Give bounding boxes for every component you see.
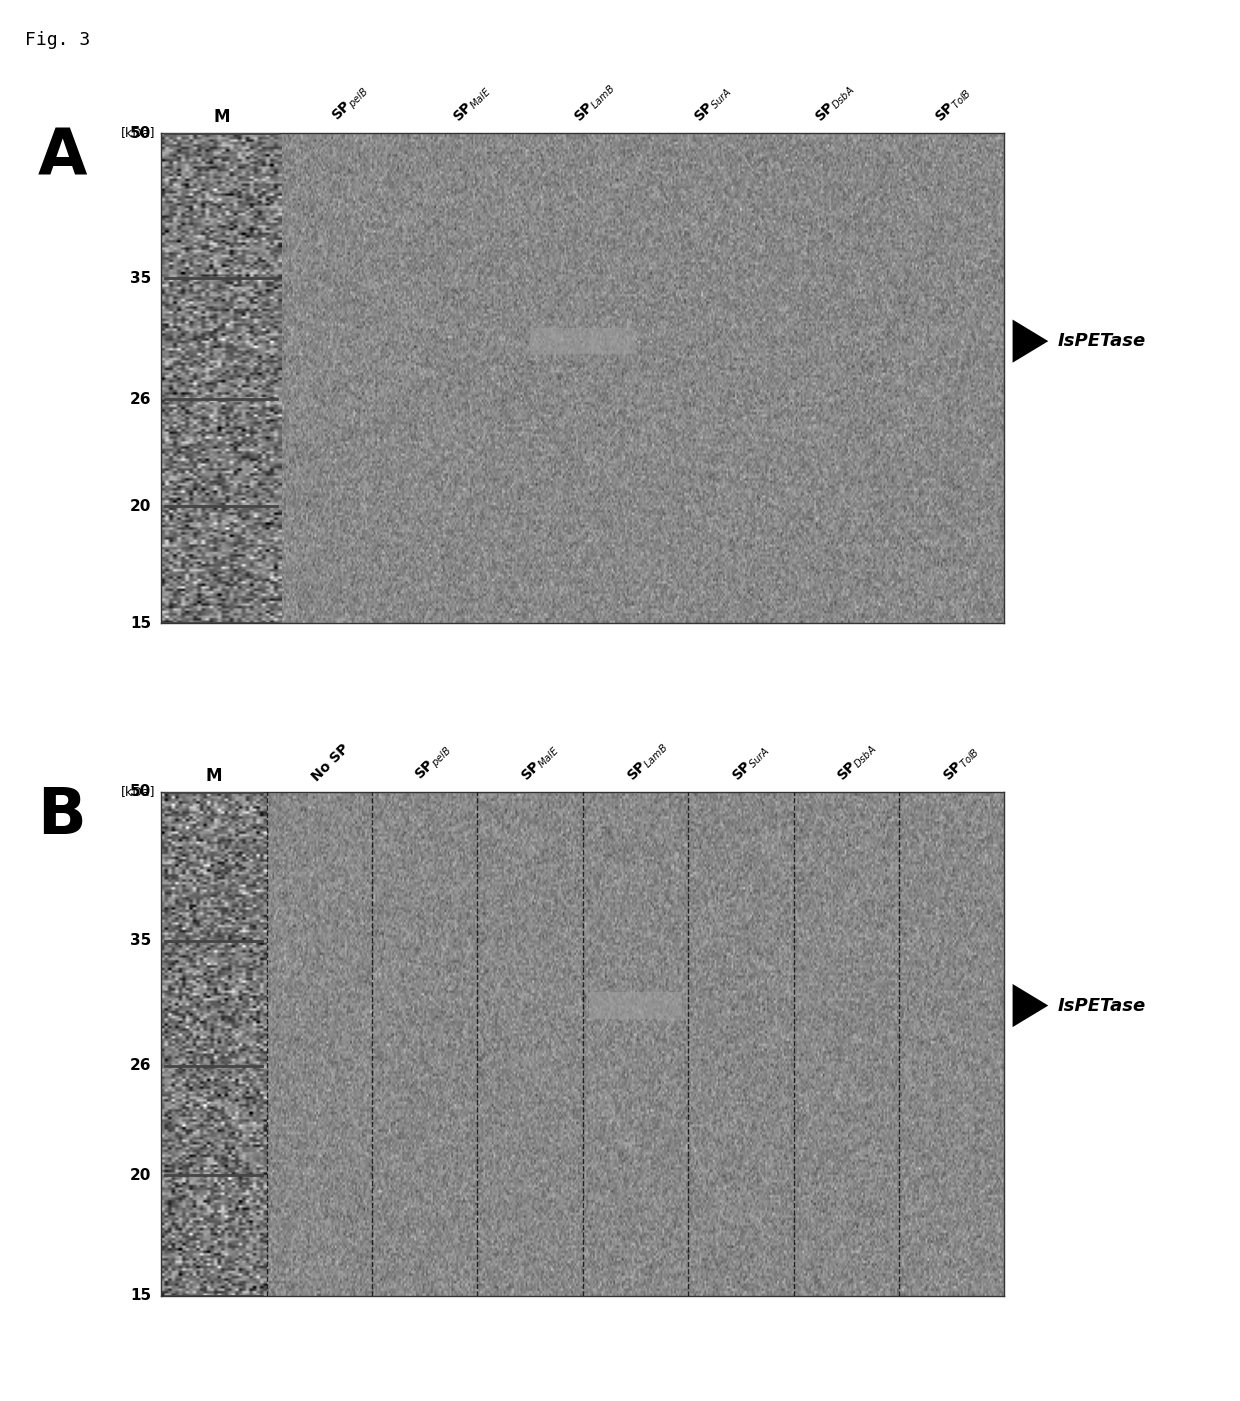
Polygon shape	[1013, 984, 1048, 1027]
Text: SP$_{SurA}$: SP$_{SurA}$	[692, 83, 735, 126]
Text: A: A	[37, 126, 87, 188]
Text: SP$_{MalE}$: SP$_{MalE}$	[518, 741, 562, 785]
Text: 15: 15	[130, 1289, 151, 1303]
Text: SP$_{SurA}$: SP$_{SurA}$	[729, 741, 773, 785]
Text: IsPETase: IsPETase	[1058, 996, 1146, 1014]
FancyBboxPatch shape	[589, 992, 682, 1019]
Text: M: M	[213, 108, 229, 126]
Text: SP$_{DsbA}$: SP$_{DsbA}$	[835, 740, 879, 785]
Text: 35: 35	[130, 933, 151, 948]
Text: SP$_{DsbA}$: SP$_{DsbA}$	[812, 81, 857, 126]
Text: SP$_{LamB}$: SP$_{LamB}$	[572, 80, 618, 126]
Text: SP$_{pelB}$: SP$_{pelB}$	[329, 83, 372, 126]
Text: No SP: No SP	[310, 743, 352, 785]
Text: M: M	[206, 766, 222, 785]
Text: SP$_{MalE}$: SP$_{MalE}$	[451, 83, 495, 126]
Text: SP$_{TolB}$: SP$_{TolB}$	[932, 84, 975, 126]
Polygon shape	[1013, 319, 1048, 363]
Text: B: B	[37, 785, 86, 846]
Text: IsPETase: IsPETase	[1058, 332, 1146, 350]
Text: 26: 26	[130, 1058, 151, 1073]
Text: 50: 50	[130, 785, 151, 799]
Text: 20: 20	[130, 499, 151, 514]
Text: 35: 35	[130, 270, 151, 286]
Text: 26: 26	[130, 392, 151, 406]
FancyBboxPatch shape	[529, 328, 636, 354]
Text: 15: 15	[130, 616, 151, 630]
Text: [kDa]: [kDa]	[120, 126, 155, 139]
Text: SP$_{pelB}$: SP$_{pelB}$	[412, 741, 455, 785]
Text: SP$_{TolB}$: SP$_{TolB}$	[940, 743, 982, 785]
Text: Fig. 3: Fig. 3	[25, 31, 91, 49]
Text: [kDa]: [kDa]	[120, 785, 155, 797]
Text: SP$_{LamB}$: SP$_{LamB}$	[624, 738, 671, 785]
Text: 20: 20	[130, 1168, 151, 1182]
Text: 50: 50	[130, 126, 151, 140]
